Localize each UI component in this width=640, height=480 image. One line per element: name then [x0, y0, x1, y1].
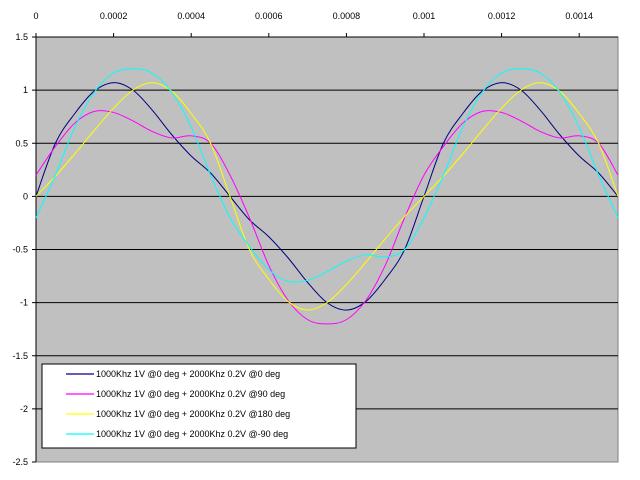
series-line-4	[35, 68, 619, 283]
legend-box	[41, 363, 357, 449]
y-tick-label: -2	[20, 404, 28, 414]
legend-label: 1000Khz 1V @0 deg + 2000Khz 0.2V @0 deg	[96, 369, 280, 379]
y-tick-label: -1.5	[12, 351, 28, 361]
y-tick-label: -1	[20, 298, 28, 308]
y-tick-label: -0.5	[12, 245, 28, 255]
x-tick-label: 0.0008	[333, 11, 361, 21]
x-tick-label: 0	[33, 11, 38, 21]
x-tick-label: 0.0006	[255, 11, 283, 21]
x-tick-label: 0.0002	[100, 11, 128, 21]
legend-label: 1000Khz 1V @0 deg + 2000Khz 0.2V @-90 de…	[96, 429, 288, 439]
y-tick-label: 0	[23, 191, 28, 201]
y-tick-label: 1.5	[15, 32, 28, 42]
y-tick-label: 0.5	[15, 138, 28, 148]
y-tick-label: 1	[23, 85, 28, 95]
y-tick-label: -2.5	[12, 457, 28, 467]
x-tick-label: 0.0014	[565, 11, 593, 21]
x-tick-label: 0.0004	[177, 11, 205, 21]
series-line-3	[35, 82, 619, 311]
legend-label: 1000Khz 1V @0 deg + 2000Khz 0.2V @90 deg	[96, 389, 285, 399]
legend-label: 1000Khz 1V @0 deg + 2000Khz 0.2V @180 de…	[96, 409, 290, 419]
x-tick-label: 0.001	[413, 11, 436, 21]
x-tick-label: 0.0012	[488, 11, 516, 21]
series-line-2	[35, 110, 619, 325]
